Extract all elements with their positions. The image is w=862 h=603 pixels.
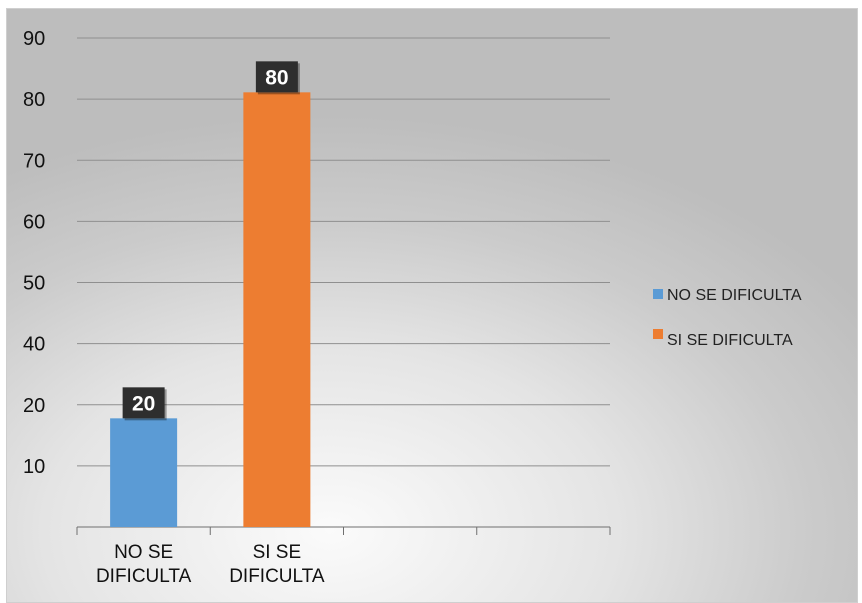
legend-swatch: [653, 289, 663, 299]
legend-label: NO SE DIFICULTA: [667, 287, 802, 304]
legend-label: SI SE DIFICULTA: [667, 332, 793, 349]
y-tick-label: 40: [23, 334, 45, 356]
chart-frame: 10 20 40 50 60 70 80 90 NO SE DIFICULTA SI SE DIFIC…: [6, 8, 858, 603]
y-tick-label: 60: [23, 211, 45, 233]
y-tick-label: 20: [23, 395, 45, 417]
legend-swatch: [653, 329, 663, 339]
bar: [110, 418, 178, 527]
bar: [243, 92, 311, 527]
data-label: 80: [265, 66, 288, 89]
data-label-box: [122, 387, 165, 419]
data-label: 20: [132, 392, 155, 415]
y-tick-label: 70: [23, 150, 45, 172]
x-category-label: NO SE DIFICULTA: [96, 542, 192, 587]
y-tick-label: 10: [23, 456, 45, 478]
data-label-box: [255, 61, 298, 93]
x-category-label: SI SE DIFICULTA: [229, 542, 325, 587]
y-tick-label: 50: [23, 273, 45, 295]
y-tick-label: 80: [23, 89, 45, 111]
y-tick-label: 90: [23, 28, 45, 50]
bar-chart: 10 20 40 50 60 70 80 90 NO SE DIFICULTA SI SE DIFIC…: [23, 28, 802, 587]
